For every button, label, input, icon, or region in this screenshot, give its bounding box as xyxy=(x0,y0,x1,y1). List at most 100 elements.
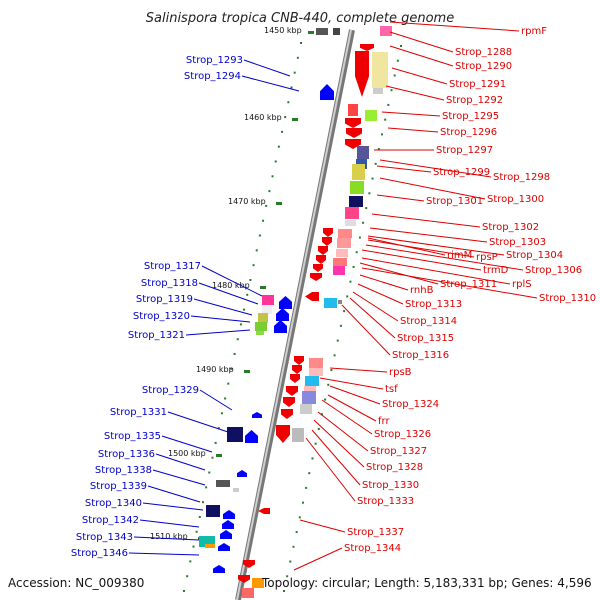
tick-dot-inner xyxy=(330,369,333,372)
tick-dot-inner xyxy=(355,251,358,254)
gene-block xyxy=(337,238,351,248)
right-gene-label: Strop_1328 xyxy=(366,462,423,473)
tick-dot-inner xyxy=(349,280,352,283)
right-gene-label: Strop_1291 xyxy=(449,79,506,90)
tick-dot-outer xyxy=(195,530,198,533)
gene-arrow-forward xyxy=(223,510,235,519)
left-label-leader xyxy=(152,469,206,486)
gene-arrow-reverse xyxy=(322,237,332,246)
tick-dot-inner xyxy=(358,236,361,239)
tick-dot-outer xyxy=(258,234,261,237)
gene-block xyxy=(373,88,383,94)
left-gene-label: Strop_1321 xyxy=(128,330,185,341)
right-label-leader xyxy=(371,213,481,228)
gene-arrow-reverse xyxy=(355,51,369,97)
gene-arrow-reverse xyxy=(283,397,295,407)
gene-block xyxy=(199,536,215,547)
right-label-leader xyxy=(311,429,361,486)
left-label-leader xyxy=(185,329,251,336)
kbp-tick-label: 1460 kbp xyxy=(244,113,282,122)
right-gene-label: Strop_1300 xyxy=(487,194,544,205)
gene-arrow-reverse xyxy=(290,374,300,383)
right-label-leader xyxy=(321,399,373,435)
right-gene-label: Strop_1290 xyxy=(455,61,512,72)
tick-dot-outer xyxy=(290,86,293,89)
tick-dot-outer xyxy=(262,219,265,222)
right-gene-label: Strop_1315 xyxy=(397,333,454,344)
right-label-leader xyxy=(367,239,475,258)
tick-dot-inner xyxy=(324,398,327,401)
gene-block xyxy=(262,295,274,305)
right-gene-label: Strop_1333 xyxy=(357,496,414,507)
gene-block xyxy=(316,28,328,35)
left-gene-label: Strop_1293 xyxy=(186,55,243,66)
left-label-leader xyxy=(161,435,213,453)
gene-arrow-forward xyxy=(320,84,334,100)
gene-block xyxy=(216,480,230,487)
tick-dot-inner xyxy=(371,177,374,180)
right-label-leader xyxy=(381,111,441,117)
gene-arrow-reverse xyxy=(360,44,374,51)
left-label-leader xyxy=(147,485,201,503)
right-label-leader xyxy=(391,67,448,85)
tick-dot-inner xyxy=(283,590,285,592)
tick-dot-outer xyxy=(189,560,192,563)
tick-dot-outer xyxy=(287,101,290,104)
right-label-leader xyxy=(357,283,404,305)
right-label-leader xyxy=(379,159,492,178)
gene-block xyxy=(345,220,356,226)
kbp-tick-label: 1490 kbp xyxy=(196,365,234,374)
kbp-tick-mark xyxy=(216,454,222,457)
tick-dot-inner xyxy=(301,501,304,504)
right-gene-label: Strop_1292 xyxy=(446,95,503,106)
right-gene-label: Strop_1314 xyxy=(400,316,457,327)
gene-arrow-reverse xyxy=(318,246,328,255)
right-label-leader xyxy=(329,385,381,405)
gene-block xyxy=(336,249,348,257)
right-gene-label: frr xyxy=(378,416,390,427)
tick-dot-outer xyxy=(255,249,258,252)
right-gene-label: Strop_1301 xyxy=(426,196,483,207)
kbp-tick-label: 1480 kbp xyxy=(212,281,250,290)
gene-arrow-reverse xyxy=(292,365,302,374)
tick-dot-inner xyxy=(381,133,384,136)
right-gene-label: Strop_1302 xyxy=(482,222,539,233)
left-gene-label: Strop_1329 xyxy=(142,385,199,396)
gene-block xyxy=(309,368,323,376)
tick-dot-outer xyxy=(220,412,223,415)
left-label-leader xyxy=(128,552,200,556)
gene-arrow-reverse xyxy=(276,425,290,443)
gene-arrow-reverse xyxy=(258,508,270,514)
gene-arrow-forward xyxy=(279,296,292,309)
left-gene-label: Strop_1336 xyxy=(98,449,155,460)
tick-dot-outer xyxy=(224,397,227,400)
right-gene-label: Strop_1330 xyxy=(362,480,419,491)
right-label-leader xyxy=(349,297,396,339)
gene-block xyxy=(348,104,358,116)
tick-dot-inner xyxy=(298,516,301,519)
tick-dot-outer xyxy=(233,353,236,356)
right-gene-label: Strop_1344 xyxy=(344,543,401,554)
tick-dot-inner xyxy=(292,545,295,548)
gene-features xyxy=(199,24,392,598)
right-gene-label: Strop_1324 xyxy=(382,399,439,410)
left-gene-label: Strop_1294 xyxy=(184,71,241,82)
tick-dot-outer xyxy=(271,175,274,178)
gene-block xyxy=(292,428,304,442)
tick-dot-outer xyxy=(293,71,296,74)
tick-dot-inner xyxy=(327,383,330,386)
tick-dot-outer xyxy=(296,56,299,59)
right-label-leader xyxy=(341,304,391,356)
gene-arrow-forward xyxy=(276,308,289,321)
tick-dot-outer xyxy=(214,441,217,444)
tick-dot-outer xyxy=(211,456,214,459)
gene-arrow-forward xyxy=(222,520,234,529)
tick-dot-outer xyxy=(198,515,201,518)
topology-text: Topology: circular; Length: 5,183,331 bp… xyxy=(261,576,592,590)
kbp-tick-label: 1470 kbp xyxy=(228,197,266,206)
left-gene-label: Strop_1342 xyxy=(82,515,139,526)
gene-block xyxy=(350,181,364,194)
left-gene-label: Strop_1320 xyxy=(133,311,190,322)
right-label-leader xyxy=(319,377,384,390)
tick-dot-inner xyxy=(305,486,308,489)
